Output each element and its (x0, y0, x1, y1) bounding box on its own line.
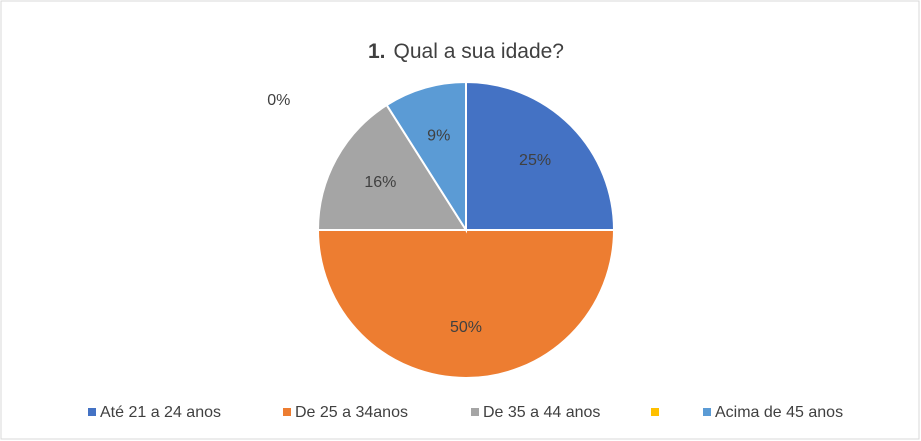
legend-swatch (283, 408, 291, 416)
legend-swatch (88, 408, 96, 416)
pie-slice (316, 103, 468, 231)
legend-label: Acima de 45 anos (715, 404, 843, 421)
title-text: Qual a sua idade? (394, 40, 564, 63)
pie-slice (385, 80, 467, 234)
legend-label: Até 21 a 24 anos (100, 404, 221, 421)
legend-swatch (703, 408, 711, 416)
legend-swatch (651, 408, 659, 416)
pie-slice (465, 80, 616, 231)
data-label: 25% (519, 152, 551, 169)
data-label: 9% (427, 127, 450, 144)
legend-swatch (471, 408, 479, 416)
data-label: 0% (267, 92, 290, 109)
legend-label: De 25 a 34anos (295, 404, 408, 421)
title-number: 1. (368, 40, 386, 63)
chart-title: 1. Qual a sua idade? (368, 40, 564, 63)
data-label: 16% (364, 174, 396, 191)
pie-slice (316, 229, 616, 379)
data-label: 50% (450, 319, 482, 336)
legend-label: De 35 a 44 anos (483, 404, 600, 421)
